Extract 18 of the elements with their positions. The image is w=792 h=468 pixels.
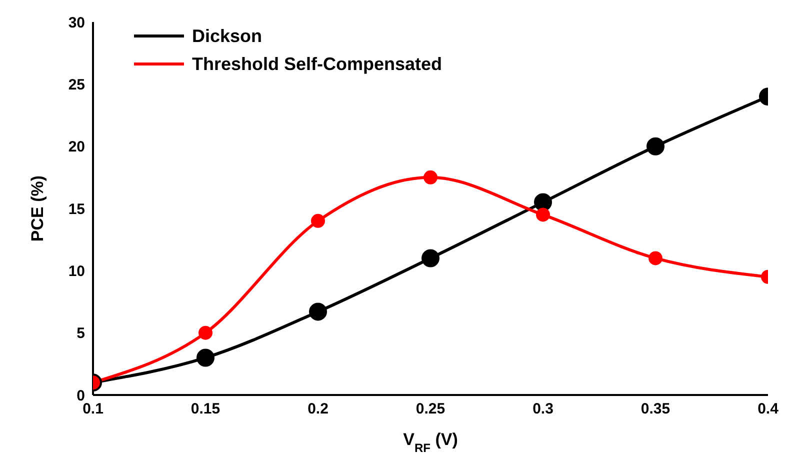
x-tick-label: 0.35 (640, 400, 670, 418)
x-axis-title: V$_{RF}$ (V) (403, 430, 458, 455)
x-tick-label: 0.3 (532, 400, 554, 418)
x-tick-label: 0.2 (308, 400, 328, 418)
y-tick-label: 15 (68, 200, 85, 218)
x-tick-label: 0.25 (416, 400, 446, 418)
y-tick-label: 5 (76, 325, 85, 342)
x-tick-label: 0.15 (190, 400, 220, 418)
x-tick-label: 0.1 (82, 400, 104, 418)
legend-label: Dickson (192, 25, 262, 48)
y-tick-label: 25 (68, 76, 85, 94)
y-tick-label: 20 (68, 138, 85, 156)
y-tick-label: 0 (76, 387, 85, 404)
y-tick-label: 10 (68, 262, 85, 280)
y-axis-title: PCE (%) (28, 175, 47, 242)
x-tick-label: 0.4 (758, 400, 780, 418)
y-tick-label: 30 (68, 14, 85, 32)
legend-label: Threshold Self-Compensated (192, 53, 442, 76)
